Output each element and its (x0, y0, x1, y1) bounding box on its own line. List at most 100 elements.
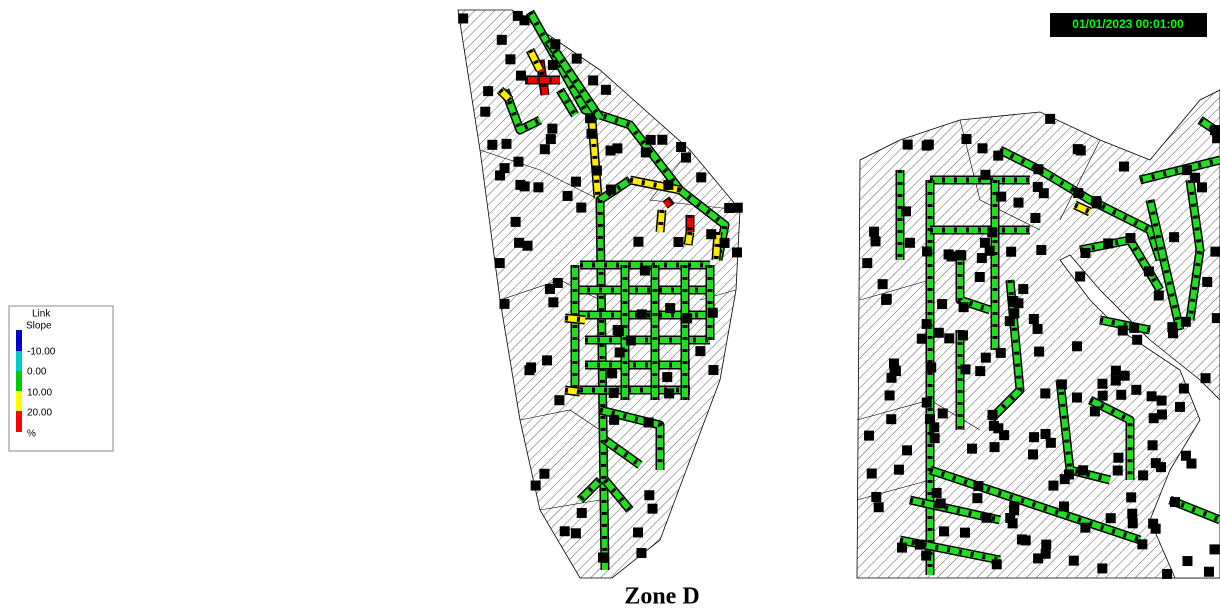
subcatchment-marker (993, 151, 1003, 161)
subcatchment-marker (1014, 198, 1024, 208)
subcatchment-marker (1113, 466, 1123, 476)
subcatchment-marker (886, 414, 896, 424)
subcatchment-marker (982, 513, 992, 523)
subcatchment-marker (989, 421, 999, 431)
subcatchment-marker (1080, 523, 1090, 533)
subcatchment-marker (637, 309, 647, 319)
subcatchment-marker (961, 134, 971, 144)
subcatchment-marker (664, 388, 674, 398)
subcatchment-marker (871, 236, 881, 246)
subcatchment-marker (967, 444, 977, 454)
subcatchment-marker (1157, 410, 1167, 420)
caption: Zone D (624, 584, 699, 610)
subcatchment-marker (924, 140, 934, 150)
subcatchment-marker (1151, 458, 1161, 468)
subcatchment-marker (548, 60, 558, 70)
subcatchment-marker (915, 540, 925, 550)
legend-swatch (16, 371, 22, 391)
subcatchment-marker (978, 143, 988, 153)
subcatchment-marker (553, 278, 563, 288)
subcatchment-marker (1073, 144, 1083, 154)
subcatchment-marker (922, 398, 932, 408)
subcatchment-marker (586, 129, 596, 139)
subcatchment-marker (1078, 465, 1088, 475)
subcatchment-marker (515, 180, 525, 190)
subcatchment-marker (1033, 324, 1043, 334)
subcatchment-marker (1182, 556, 1192, 566)
legend-break: 10.00 (27, 388, 52, 399)
subcatchment-marker (682, 313, 692, 323)
subcatchment-marker (1127, 509, 1137, 519)
subcatchment-marker (894, 465, 904, 475)
subcatchment-marker (1132, 335, 1142, 345)
legend-box (9, 306, 113, 451)
subcatchment-marker (516, 71, 526, 81)
subcatchment-marker (724, 203, 734, 213)
subcatchment-marker (609, 388, 619, 398)
subcatchment-marker (938, 408, 948, 418)
subcatchment-marker (1034, 347, 1044, 357)
subcatchment-marker (1137, 539, 1147, 549)
subcatchment-marker (554, 395, 564, 405)
subcatchment-marker (540, 144, 550, 154)
subcatchment-marker (1147, 391, 1157, 401)
subcatchment-marker (1064, 469, 1074, 479)
subcatchment-marker (674, 237, 684, 247)
subcatchment-marker (706, 229, 716, 239)
subcatchment-marker (480, 107, 490, 117)
subcatchment-marker (513, 157, 523, 167)
subcatchment-marker (483, 86, 493, 96)
subcatchment-marker (1157, 396, 1167, 406)
subcatchment-marker (1103, 238, 1113, 248)
subcatchment-marker (646, 135, 656, 145)
subcatchment-marker (633, 527, 643, 537)
subcatchment-marker (733, 203, 743, 213)
legend: Link Slope -10.00 0.00 10.00 20.00 % (9, 306, 113, 451)
subcatchment-marker (505, 54, 515, 64)
subcatchment-marker (1118, 325, 1128, 335)
subcatchment-marker (1209, 544, 1219, 554)
subcatchment-marker (1018, 284, 1028, 294)
subcatchment-marker (1119, 162, 1129, 172)
subcatchment-marker (499, 299, 509, 309)
subcatchment-marker (1120, 371, 1130, 381)
subcatchment-marker (1069, 556, 1079, 566)
subcatchment-marker (1144, 266, 1154, 276)
subcatchment-marker (1201, 373, 1211, 383)
legend-title: Link (32, 309, 51, 320)
subcatchment-marker (550, 39, 560, 49)
subcatchment-marker (1075, 271, 1085, 281)
subcatchment-marker (1013, 298, 1023, 308)
subcatchment-marker (1212, 313, 1220, 323)
subcatchment-marker (501, 139, 511, 149)
subcatchment-marker (519, 15, 529, 25)
subcatchment-marker (1097, 563, 1107, 573)
subcatchment-marker (960, 364, 970, 374)
subcatchment-marker (1128, 518, 1138, 528)
legend-swatch (16, 411, 22, 432)
subcatchment-marker (626, 335, 636, 345)
subcatchment-marker (975, 272, 985, 282)
subcatchment-marker (1029, 314, 1039, 324)
subcatchment-marker (588, 75, 598, 85)
subcatchment-marker (874, 502, 884, 512)
subcatchment-marker (497, 35, 507, 45)
subcatchment-marker (980, 170, 990, 180)
subcatchment-marker (890, 365, 900, 375)
subcatchment-marker (1210, 247, 1220, 257)
subcatchment-marker (985, 246, 995, 256)
subcatchment-marker (1190, 173, 1200, 183)
subcatchment-marker (999, 430, 1009, 440)
subcatchment-marker (934, 328, 944, 338)
subcatchment-marker (871, 492, 881, 502)
subcatchment-marker (944, 333, 954, 343)
subcatchment-marker (996, 348, 1006, 358)
link (565, 318, 585, 320)
subcatchment-marker (1033, 553, 1043, 563)
legend-swatch (16, 391, 22, 411)
subcatchment-marker (1030, 213, 1040, 223)
subcatchment-marker (1129, 323, 1139, 333)
subcatchment-marker (905, 238, 915, 248)
subcatchment-marker (1057, 379, 1067, 389)
subcatchment-marker (1179, 384, 1189, 394)
